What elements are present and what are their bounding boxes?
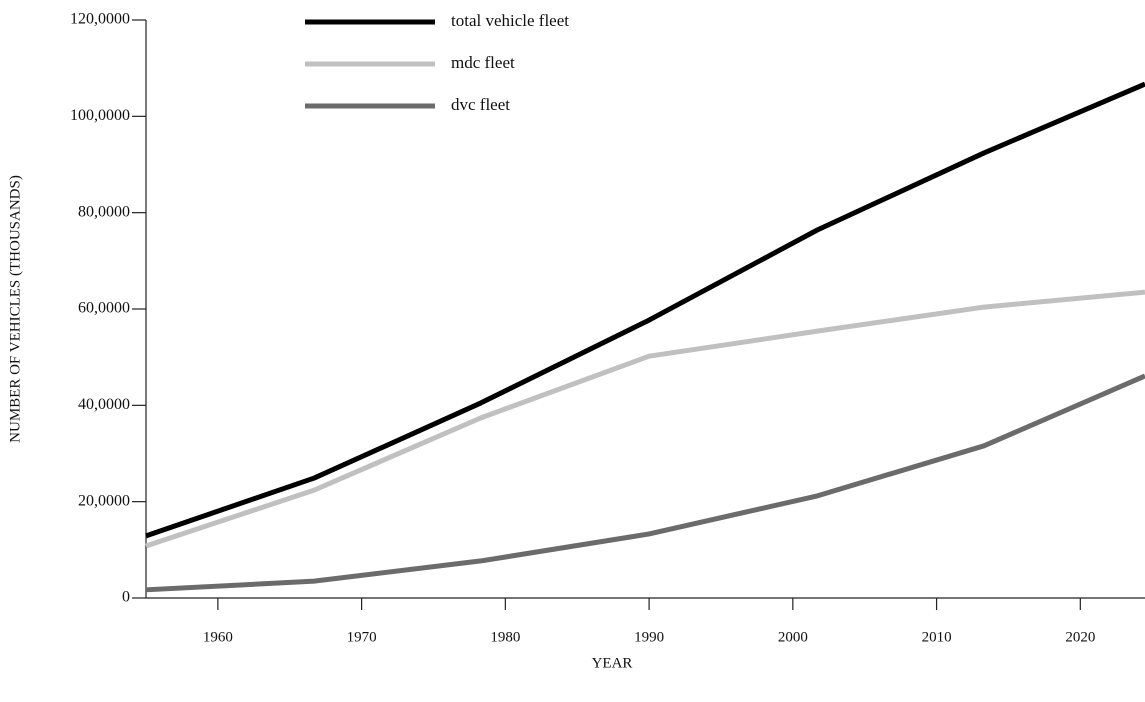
line-series — [145, 289, 1145, 549]
y-tick-label: 80,0000 — [78, 203, 130, 220]
y-tick-label: 20,0000 — [78, 492, 130, 509]
x-tick-label: 2000 — [778, 629, 808, 645]
x-tick-label: 2020 — [1065, 629, 1095, 645]
y-tick-label: 0 — [122, 589, 130, 606]
line-series — [145, 81, 1145, 539]
legend-label: dvc fleet — [451, 95, 510, 114]
x-tick-label: 1990 — [634, 629, 664, 645]
x-tick-label: 2010 — [922, 629, 952, 645]
y-axis-title: NUMBER OF VEHICLES (THOUSANDS) — [7, 175, 23, 443]
y-tick-label: 100,0000 — [70, 107, 130, 124]
legend-label: mdc fleet — [451, 53, 515, 72]
x-tick-label: 1970 — [347, 629, 377, 645]
y-tick-label: 60,0000 — [78, 300, 130, 317]
line-series — [145, 373, 1145, 593]
y-tick-label: 40,0000 — [78, 396, 130, 413]
x-tick-label: 1980 — [490, 629, 520, 645]
y-tick-label: 120,0000 — [70, 11, 130, 28]
legend-label: total vehicle fleet — [451, 11, 569, 30]
x-tick-label: 1960 — [203, 629, 233, 645]
x-axis-title: YEAR — [592, 655, 633, 671]
